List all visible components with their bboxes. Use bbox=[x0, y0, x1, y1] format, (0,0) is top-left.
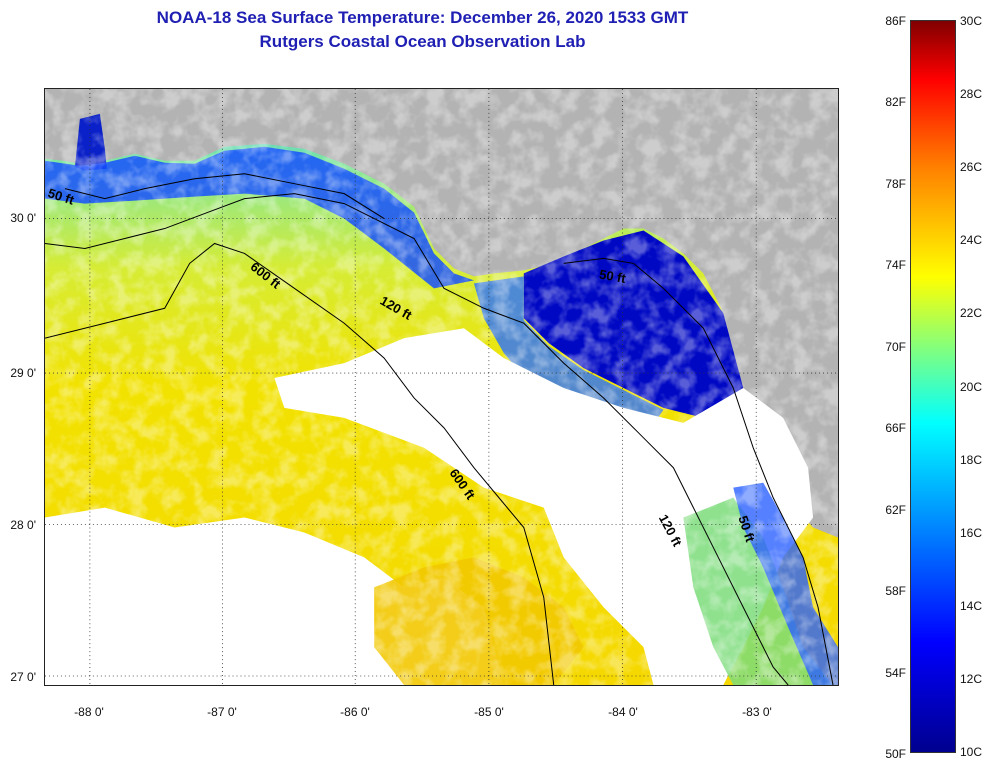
colorbar-c-label-28: 28C bbox=[960, 87, 983, 101]
colorbar-f-label-58: 58F bbox=[885, 584, 906, 598]
colorbar-c-label-12: 12C bbox=[960, 672, 983, 686]
colorbar-f-label-86: 86F bbox=[885, 14, 906, 28]
colorbar-f-label-62: 62F bbox=[885, 503, 906, 517]
lat-label-28: 28 0' bbox=[10, 518, 36, 532]
colorbar-f-label-78: 78F bbox=[885, 177, 906, 191]
chart-subtitle: Rutgers Coastal Ocean Observation Lab bbox=[259, 32, 586, 51]
lon-label-85: -85 0' bbox=[474, 705, 504, 719]
lon-label-83: -83 0' bbox=[742, 705, 772, 719]
colorbar-c-label-14: 14C bbox=[960, 599, 983, 613]
lon-label-84: -84 0' bbox=[608, 705, 638, 719]
depth-contours bbox=[45, 173, 834, 685]
lon-label-86: -86 0' bbox=[340, 705, 370, 719]
colorbar-c-label-26: 26C bbox=[960, 160, 983, 174]
chart-title: NOAA-18 Sea Surface Temperature: Decembe… bbox=[156, 8, 689, 27]
colorbar-c-label-20: 20C bbox=[960, 380, 983, 394]
lon-label-88: -88 0' bbox=[74, 705, 104, 719]
colorbar-c-label-30: 30C bbox=[960, 14, 983, 28]
contour-label-50ft-bigbend: 50 ft bbox=[598, 267, 628, 287]
sst-map: 50 ft 600 ft 120 ft 50 ft 600 ft 120 ft … bbox=[44, 88, 839, 686]
colorbar-f-label-70: 70F bbox=[885, 340, 906, 354]
colorbar-f-label-66: 66F bbox=[885, 421, 906, 435]
colorbar-f-label-82: 82F bbox=[885, 95, 906, 109]
lat-label-30: 30 0' bbox=[10, 211, 36, 225]
colorbar-c-label-10: 10C bbox=[960, 745, 983, 759]
lat-label-27: 27 0' bbox=[10, 670, 36, 684]
colorbar-c-label-16: 16C bbox=[960, 526, 983, 540]
graticule bbox=[45, 89, 838, 685]
colorbar-c-label-18: 18C bbox=[960, 453, 983, 467]
temperature-colorbar bbox=[910, 20, 956, 753]
lon-label-87: -87 0' bbox=[207, 705, 237, 719]
noise-overlay bbox=[45, 89, 838, 685]
colorbar-c-label-24: 24C bbox=[960, 233, 983, 247]
colorbar-c-label-22: 22C bbox=[960, 306, 983, 320]
lat-label-29: 29 0' bbox=[10, 366, 36, 380]
colorbar-f-label-54: 54F bbox=[885, 666, 906, 680]
colorbar-f-label-74: 74F bbox=[885, 258, 906, 272]
colorbar-f-label-50: 50F bbox=[885, 747, 906, 761]
